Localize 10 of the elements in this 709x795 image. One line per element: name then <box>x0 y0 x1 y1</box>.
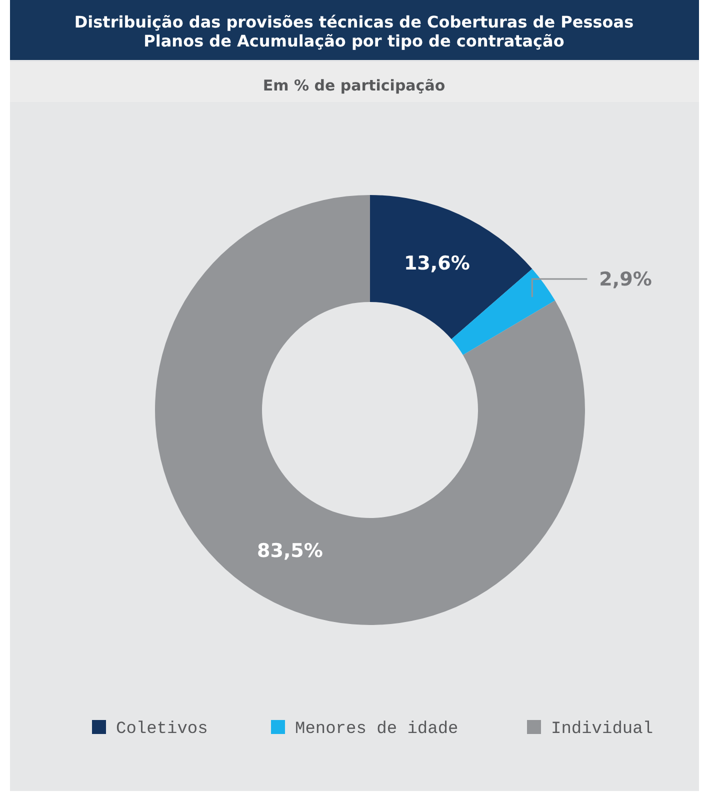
data-label: 2,9% <box>599 268 652 291</box>
legend-label: Coletivos <box>116 720 208 739</box>
donut-slice <box>370 195 532 340</box>
data-label: 83,5% <box>257 540 323 562</box>
legend-label: Menores de idade <box>295 720 458 739</box>
chart-subtitle: Em % de participação <box>262 76 446 94</box>
legend-label: Individual <box>551 720 654 739</box>
data-label: 13,6% <box>404 252 470 275</box>
donut-slice <box>155 195 585 625</box>
chart-title: Distribuição das provisões técnicas de Coberturas de Pessoas Planos de Acumulação por tipo de contratação <box>74 12 634 51</box>
